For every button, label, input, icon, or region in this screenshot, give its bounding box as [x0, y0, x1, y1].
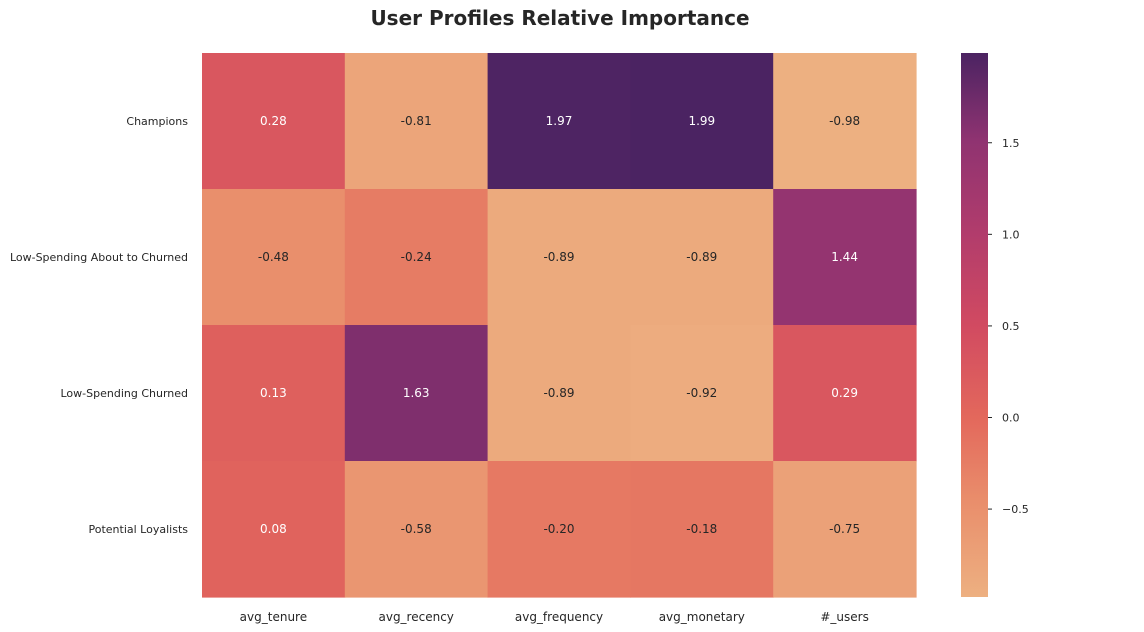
cell-value-label: -0.24: [401, 250, 432, 264]
cell-value-label: -0.89: [686, 250, 717, 264]
colorbar-tick-label: 0.5: [1002, 320, 1020, 333]
cell-value-label: 1.44: [831, 250, 858, 264]
colorbar-ticks: −0.5 0.0 0.5 1.0 1.5: [988, 137, 1029, 516]
heatmap-cell: [202, 53, 346, 190]
heatmap-cell: [202, 189, 346, 326]
row-label: Champions: [126, 115, 188, 128]
heatmap-cell: [344, 325, 489, 462]
heatmap-cell: [630, 53, 774, 190]
colorbar-tick-label: 1.5: [1002, 137, 1020, 150]
heatmap-cell-labels: 0.28 -0.81 1.97 1.99 -0.98 -0.48 -0.24 -0.89 -0.…: [258, 114, 860, 536]
column-label: avg_recency: [378, 610, 453, 624]
heatmap-cell: [487, 461, 631, 598]
heatmap-cell: [630, 189, 774, 326]
heatmap-cell: [344, 53, 489, 190]
heatmap-cell: [202, 461, 346, 598]
heatmap-cell: [773, 325, 917, 462]
column-label: avg_tenure: [240, 610, 307, 624]
heatmap-cell: [344, 189, 489, 326]
heatmap-cell: [487, 325, 631, 462]
heatmap-cell: [630, 325, 774, 462]
cell-value-label: 1.99: [688, 114, 715, 128]
colorbar-tick-label: −0.5: [1002, 503, 1029, 516]
heatmap-cell: [487, 53, 631, 190]
colorbar-tick-label: 1.0: [1002, 228, 1020, 241]
cell-value-label: 0.28: [260, 114, 287, 128]
row-tick-labels: Champions Low-Spending About to Churned Lo…: [10, 115, 188, 536]
cell-value-label: -0.92: [686, 386, 717, 400]
heatmap-cell: [202, 325, 346, 462]
cell-value-label: -0.89: [543, 250, 574, 264]
row-label: Low-Spending Churned: [61, 387, 189, 400]
cell-value-label: 0.13: [260, 386, 287, 400]
cell-value-label: -0.75: [829, 522, 860, 536]
chart-title: User Profiles Relative Importance: [370, 6, 750, 30]
cell-value-label: -0.81: [401, 114, 432, 128]
colorbar-tick-label: 0.0: [1002, 411, 1020, 424]
cell-value-label: -0.48: [258, 250, 289, 264]
cell-value-label: -0.18: [686, 522, 717, 536]
cell-value-label: -0.58: [401, 522, 432, 536]
heatmap-cell: [773, 53, 917, 190]
row-label: Low-Spending About to Churned: [10, 251, 188, 264]
column-label: avg_frequency: [515, 610, 603, 624]
cell-value-label: 1.97: [546, 114, 573, 128]
heatmap-cell: [773, 189, 917, 326]
cell-value-label: 0.29: [831, 386, 858, 400]
column-label: #_users: [820, 610, 868, 624]
cell-value-label: 1.63: [403, 386, 430, 400]
heatmap-cell: [344, 461, 489, 598]
column-tick-labels: avg_tenure avg_recency avg_frequency avg_mo…: [240, 610, 869, 624]
cell-value-label: 0.08: [260, 522, 287, 536]
cell-value-label: -0.20: [543, 522, 574, 536]
cell-value-label: -0.98: [829, 114, 860, 128]
heatmap-cells: [202, 53, 917, 598]
heatmap-cell: [487, 189, 631, 326]
column-label: avg_monetary: [659, 610, 745, 624]
heatmap-cell: [773, 461, 917, 598]
row-label: Potential Loyalists: [89, 523, 189, 536]
colorbar: [961, 53, 988, 597]
colorbar-gradient: [961, 53, 988, 597]
cell-value-label: -0.89: [543, 386, 574, 400]
heatmap-cell: [630, 461, 774, 598]
